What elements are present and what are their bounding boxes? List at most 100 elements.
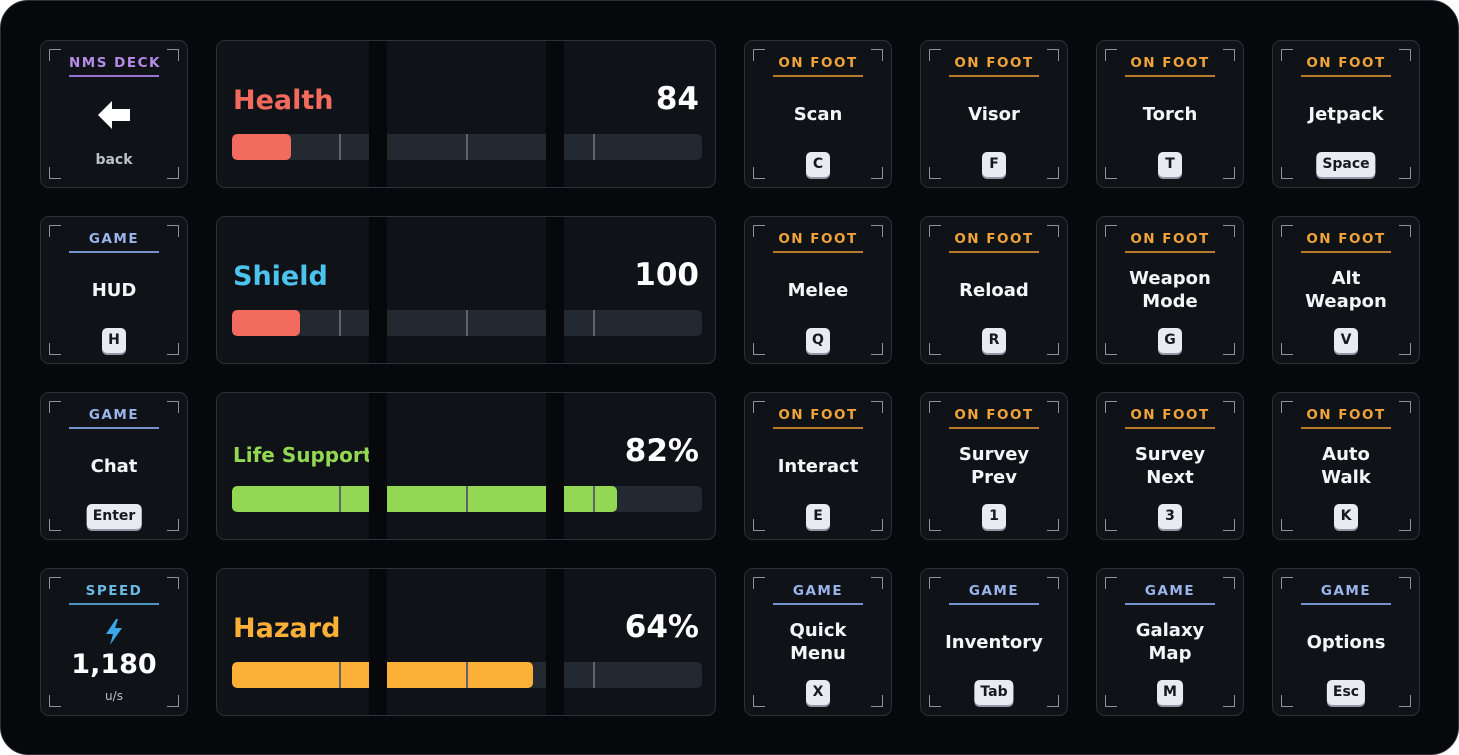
corner-mark bbox=[1281, 167, 1293, 179]
corner-mark bbox=[1281, 225, 1293, 237]
corner-mark bbox=[1105, 167, 1117, 179]
corner-mark bbox=[1399, 519, 1411, 531]
stat-value: 82% bbox=[624, 433, 699, 469]
action-key[interactable]: ON FOOT Survey Next 3 bbox=[1096, 392, 1244, 540]
category-label: GAME bbox=[1125, 583, 1215, 605]
corner-mark bbox=[1047, 49, 1059, 61]
corner-mark bbox=[1047, 519, 1059, 531]
speed-key[interactable]: SPEED 1,180 u/s bbox=[40, 568, 188, 716]
action-key[interactable]: GAME Quick Menu X bbox=[744, 568, 892, 716]
keycap: 1 bbox=[982, 504, 1006, 529]
stat-panel-health[interactable]: Health 84 bbox=[216, 40, 716, 188]
corner-mark bbox=[1047, 167, 1059, 179]
action-key[interactable]: ON FOOT Torch T bbox=[1096, 40, 1244, 188]
corner-mark bbox=[753, 225, 765, 237]
stat-panel-life-support[interactable]: Life Support 82% bbox=[216, 392, 716, 540]
key-gap bbox=[369, 569, 387, 715]
key-gap bbox=[369, 393, 387, 539]
arrow-left-icon bbox=[98, 101, 130, 129]
stat-value: 100 bbox=[634, 257, 699, 293]
corner-mark bbox=[1399, 695, 1411, 707]
corner-mark bbox=[167, 167, 179, 179]
stat-bar bbox=[232, 486, 702, 512]
action-key[interactable]: ON FOOT Reload R bbox=[920, 216, 1068, 364]
category-label: NMS DECK bbox=[69, 55, 159, 77]
corner-mark bbox=[49, 343, 61, 355]
corner-mark bbox=[1105, 225, 1117, 237]
key-label: Inventory bbox=[945, 631, 1043, 653]
corner-mark bbox=[871, 401, 883, 413]
key-gap bbox=[546, 217, 564, 363]
key-label: Reload bbox=[959, 279, 1029, 301]
corner-mark bbox=[1281, 343, 1293, 355]
lightning-bolt-icon bbox=[106, 619, 122, 645]
action-key[interactable]: ON FOOT Auto Walk K bbox=[1272, 392, 1420, 540]
keycap: V bbox=[1334, 328, 1358, 353]
action-key[interactable]: ON FOOT Scan C bbox=[744, 40, 892, 188]
bar-tick bbox=[466, 662, 468, 688]
bar-tick bbox=[593, 134, 595, 160]
corner-mark bbox=[167, 225, 179, 237]
action-key[interactable]: ON FOOT Survey Prev 1 bbox=[920, 392, 1068, 540]
category-label: GAME bbox=[69, 231, 159, 253]
stat-panel-shield[interactable]: Shield 100 bbox=[216, 216, 716, 364]
corner-mark bbox=[1047, 401, 1059, 413]
bar-tick bbox=[339, 134, 341, 160]
key-gap bbox=[546, 41, 564, 187]
keycap: Esc bbox=[1326, 680, 1366, 705]
action-key[interactable]: ON FOOT Interact E bbox=[744, 392, 892, 540]
keycap: R bbox=[982, 328, 1006, 353]
action-key[interactable]: ON FOOT Jetpack Space bbox=[1272, 40, 1420, 188]
action-key[interactable]: ON FOOT Alt Weapon V bbox=[1272, 216, 1420, 364]
corner-mark bbox=[1223, 401, 1235, 413]
key-label: Scan bbox=[793, 103, 843, 125]
corner-mark bbox=[167, 695, 179, 707]
bar-tick bbox=[339, 486, 341, 512]
stat-panel-hazard[interactable]: Hazard 64% bbox=[216, 568, 716, 716]
action-key[interactable]: GAME Options Esc bbox=[1272, 568, 1420, 716]
action-key[interactable]: GAME Inventory Tab bbox=[920, 568, 1068, 716]
corner-mark bbox=[753, 343, 765, 355]
corner-mark bbox=[49, 225, 61, 237]
stat-name: Shield bbox=[233, 261, 328, 292]
key-label: Galaxy Map bbox=[1135, 620, 1205, 664]
stat-bar-fill bbox=[232, 134, 291, 160]
hud-key[interactable]: GAME HUD H bbox=[40, 216, 188, 364]
corner-mark bbox=[1281, 49, 1293, 61]
back-key[interactable]: NMS DECK back bbox=[40, 40, 188, 188]
category-label: ON FOOT bbox=[1125, 407, 1215, 429]
action-key[interactable]: GAME Galaxy Map M bbox=[1096, 568, 1244, 716]
key-gap bbox=[369, 217, 387, 363]
key-label: Survey Next bbox=[1134, 444, 1206, 488]
action-key[interactable]: ON FOOT Visor F bbox=[920, 40, 1068, 188]
corner-mark bbox=[1105, 343, 1117, 355]
stat-value: 64% bbox=[624, 609, 699, 645]
corner-mark bbox=[929, 519, 941, 531]
keycap: Tab bbox=[974, 680, 1014, 705]
category-label: GAME bbox=[773, 583, 863, 605]
category-label: ON FOOT bbox=[773, 231, 863, 253]
corner-mark bbox=[929, 167, 941, 179]
category-label: SPEED bbox=[69, 583, 159, 605]
key-label: Weapon Mode bbox=[1129, 268, 1211, 312]
corner-mark bbox=[1047, 577, 1059, 589]
chat-key[interactable]: GAME Chat Enter bbox=[40, 392, 188, 540]
back-label: back bbox=[95, 152, 133, 168]
key-label: Options bbox=[1306, 631, 1386, 653]
corner-mark bbox=[753, 401, 765, 413]
corner-mark bbox=[871, 519, 883, 531]
corner-mark bbox=[1223, 519, 1235, 531]
corner-mark bbox=[1399, 343, 1411, 355]
category-label: ON FOOT bbox=[1301, 231, 1391, 253]
key-label: Auto Walk bbox=[1321, 444, 1371, 488]
corner-mark bbox=[1223, 343, 1235, 355]
action-key[interactable]: ON FOOT Melee Q bbox=[744, 216, 892, 364]
corner-mark bbox=[1105, 695, 1117, 707]
corner-mark bbox=[1047, 225, 1059, 237]
keycap: F bbox=[982, 152, 1006, 177]
key-gap bbox=[369, 41, 387, 187]
action-key[interactable]: ON FOOT Weapon Mode G bbox=[1096, 216, 1244, 364]
stat-bar bbox=[232, 662, 702, 688]
bar-tick bbox=[466, 134, 468, 160]
corner-mark bbox=[753, 49, 765, 61]
